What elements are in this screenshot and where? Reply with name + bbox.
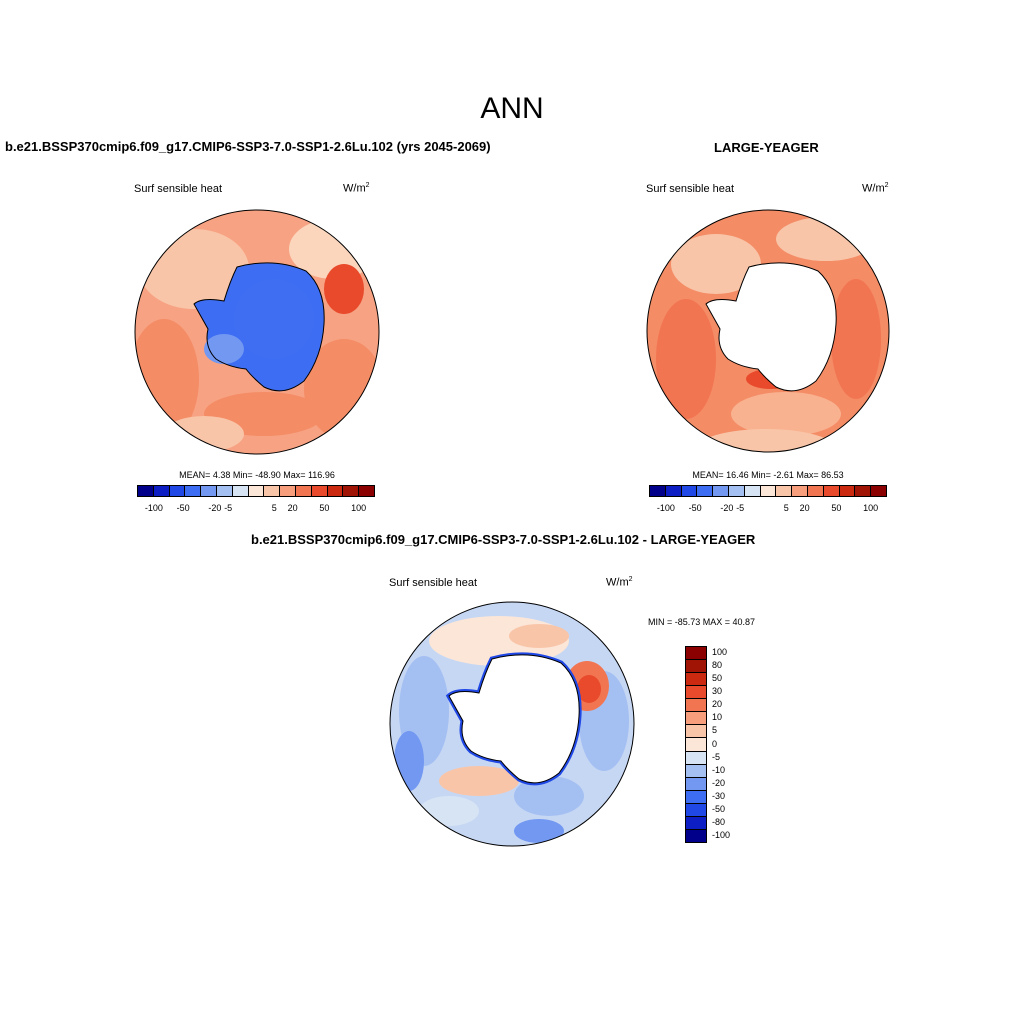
right-polar-map bbox=[646, 209, 890, 453]
colorbar-tick-label: 50 bbox=[319, 503, 330, 513]
colorbar-swatch bbox=[153, 486, 170, 496]
colorbar-swatch bbox=[871, 486, 886, 496]
colorbar-tick-label: 20 bbox=[799, 503, 810, 513]
colorbar-tick-label: 30 bbox=[712, 685, 723, 696]
colorbar-tick-label: -100 bbox=[712, 830, 731, 841]
colorbar-swatch bbox=[686, 764, 706, 778]
colorbar-swatch bbox=[681, 486, 698, 496]
colorbar-tick-label: 50 bbox=[831, 503, 842, 513]
colorbar-swatch bbox=[686, 686, 706, 700]
colorbar-swatch bbox=[792, 486, 808, 496]
colorbar-tick-label: -20 bbox=[208, 503, 222, 513]
colorbar-swatch bbox=[311, 486, 328, 496]
colorbar-tick-label: -80 bbox=[712, 817, 726, 828]
colorbar-swatch bbox=[264, 486, 281, 496]
left-stats: MEAN= 4.38 Min= -48.90 Max= 116.96 bbox=[179, 470, 335, 480]
colorbar-tick-label: 5 bbox=[271, 503, 277, 513]
page-title: ANN bbox=[480, 92, 544, 125]
colorbar-swatch bbox=[169, 486, 186, 496]
colorbar-swatch bbox=[343, 486, 360, 496]
colorbar-tick-label: 0 bbox=[712, 738, 718, 749]
colorbar-swatch bbox=[760, 486, 777, 496]
colorbar-swatch bbox=[686, 699, 706, 713]
colorbar-swatch bbox=[686, 738, 706, 752]
colorbar-tick-label: -20 bbox=[712, 777, 726, 788]
colorbar-tick-label: -20 bbox=[720, 503, 734, 513]
left-panel-title: b.e21.BSSP370cmip6.f09_g17.CMIP6-SSP3-7.… bbox=[5, 139, 491, 154]
colorbar-tick-label: 5 bbox=[712, 725, 718, 736]
colorbar-swatch bbox=[216, 486, 233, 496]
diff-polar-map bbox=[389, 601, 635, 847]
diff-colorbar bbox=[685, 646, 707, 843]
diff-panel-title: b.e21.BSSP370cmip6.f09_g17.CMIP6-SSP3-7.… bbox=[251, 532, 756, 547]
colorbar-swatch bbox=[744, 486, 761, 496]
right-unit-label: W/m2 bbox=[862, 182, 889, 195]
colorbar-swatch bbox=[686, 725, 706, 739]
right-variable-label: Surf sensible heat bbox=[646, 183, 735, 195]
colorbar-swatch bbox=[686, 673, 706, 687]
colorbar-swatch bbox=[686, 816, 706, 830]
colorbar-swatch bbox=[728, 486, 745, 496]
colorbar-tick-label: -5 bbox=[712, 751, 721, 762]
colorbar-tick-label: -50 bbox=[712, 804, 726, 815]
colorbar-swatch bbox=[839, 486, 856, 496]
diff-variable-label: Surf sensible heat bbox=[389, 577, 478, 589]
left-colorbar bbox=[137, 485, 375, 497]
colorbar-swatch bbox=[248, 486, 265, 496]
right-colorbar-ticks: -100 -50 -20 -5 5 20 50 100 bbox=[649, 503, 887, 515]
colorbar-tick-label: -100 bbox=[656, 503, 675, 513]
colorbar-tick-label: 5 bbox=[783, 503, 789, 513]
colorbar-swatch bbox=[327, 486, 344, 496]
colorbar-swatch bbox=[138, 486, 154, 496]
right-panel-title: LARGE-YEAGER bbox=[714, 140, 819, 155]
colorbar-tick-label: 80 bbox=[712, 659, 723, 670]
right-colorbar bbox=[649, 485, 887, 497]
left-unit-label: W/m2 bbox=[343, 182, 370, 195]
left-polar-map bbox=[134, 209, 380, 455]
colorbar-swatch bbox=[855, 486, 872, 496]
diff-stats: MIN = -85.73 MAX = 40.87 bbox=[648, 617, 756, 627]
colorbar-swatch bbox=[359, 486, 374, 496]
colorbar-tick-label: 50 bbox=[712, 672, 723, 683]
right-stats: MEAN= 16.46 Min= -2.61 Max= 86.53 bbox=[692, 470, 844, 480]
diff-unit-label: W/m2 bbox=[606, 576, 633, 589]
colorbar-tick-label: -5 bbox=[736, 503, 745, 513]
colorbar-swatch bbox=[686, 647, 706, 661]
colorbar-swatch bbox=[232, 486, 249, 496]
colorbar-swatch bbox=[823, 486, 840, 496]
colorbar-swatch bbox=[650, 486, 666, 496]
colorbar-swatch bbox=[697, 486, 714, 496]
colorbar-swatch bbox=[185, 486, 202, 496]
colorbar-tick-label: -50 bbox=[688, 503, 702, 513]
colorbar-tick-label: 100 bbox=[351, 503, 367, 513]
colorbar-tick-label: 20 bbox=[287, 503, 298, 513]
colorbar-swatch bbox=[686, 712, 706, 726]
colorbar-swatch bbox=[686, 803, 706, 817]
left-variable-label: Surf sensible heat bbox=[134, 183, 223, 195]
diff-colorbar-ticks: 100 80 50 30 20 10 5 0 -5 -10 -20 -30 -50 -80 -100 bbox=[712, 646, 752, 843]
colorbar-swatch bbox=[686, 751, 706, 765]
colorbar-tick-label: -30 bbox=[712, 791, 726, 802]
colorbar-swatch bbox=[665, 486, 682, 496]
colorbar-tick-label: -10 bbox=[712, 764, 726, 775]
colorbar-tick-label: -100 bbox=[144, 503, 163, 513]
colorbar-swatch bbox=[807, 486, 824, 496]
colorbar-tick-label: 10 bbox=[712, 712, 723, 723]
colorbar-swatch bbox=[686, 790, 706, 804]
colorbar-swatch bbox=[686, 777, 706, 791]
colorbar-tick-label: -5 bbox=[224, 503, 233, 513]
colorbar-swatch bbox=[686, 829, 706, 842]
colorbar-tick-label: 100 bbox=[712, 646, 728, 657]
colorbar-tick-label: 100 bbox=[863, 503, 879, 513]
colorbar-swatch bbox=[295, 486, 312, 496]
colorbar-swatch bbox=[776, 486, 793, 496]
colorbar-tick-label: 20 bbox=[712, 699, 723, 710]
colorbar-swatch bbox=[280, 486, 296, 496]
colorbar-tick-label: -50 bbox=[176, 503, 190, 513]
colorbar-swatch bbox=[201, 486, 217, 496]
colorbar-swatch bbox=[686, 660, 706, 674]
colorbar-swatch bbox=[713, 486, 729, 496]
left-colorbar-ticks: -100 -50 -20 -5 5 20 50 100 bbox=[137, 503, 375, 515]
